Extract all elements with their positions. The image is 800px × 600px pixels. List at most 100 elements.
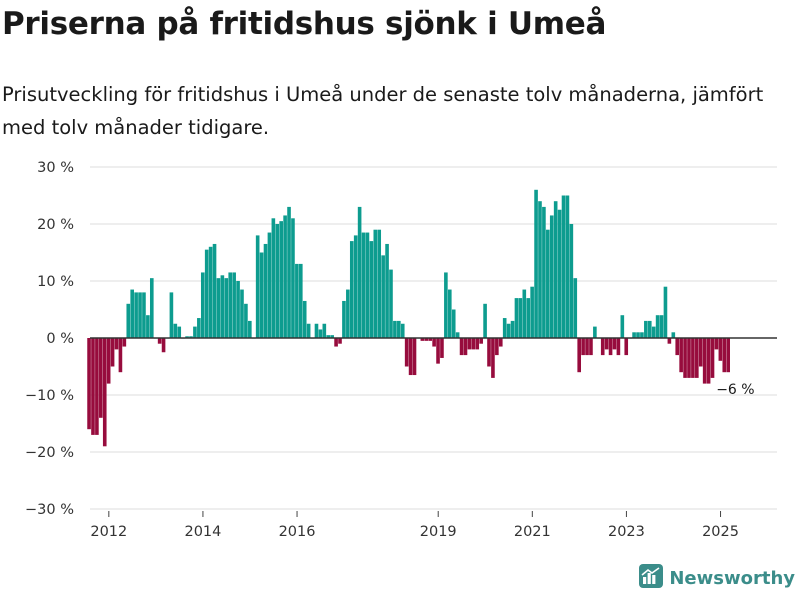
bar: [99, 338, 103, 418]
y-tick-label: −20 %: [25, 445, 74, 461]
bar: [471, 338, 476, 350]
x-tick-label: 2023: [608, 524, 645, 540]
bar: [624, 338, 629, 356]
bar: [259, 252, 264, 338]
bar: [459, 338, 464, 356]
bar: [114, 338, 119, 350]
bar: [236, 281, 240, 338]
x-tick-label: 2019: [420, 524, 457, 540]
bar: [346, 289, 350, 338]
x-tick-label: 2025: [702, 524, 739, 540]
bar: [357, 206, 362, 338]
bar: [710, 338, 715, 378]
bar: [683, 338, 687, 378]
bar: [455, 332, 460, 338]
bar: [353, 235, 358, 338]
y-tick-label: −10 %: [25, 388, 74, 404]
bar: [530, 286, 534, 338]
bar: [130, 289, 134, 338]
bar: [369, 241, 374, 338]
bar: [436, 338, 440, 364]
bar: [318, 329, 323, 338]
bar-series: [87, 189, 730, 447]
bar: [185, 336, 189, 338]
bar: [420, 338, 425, 341]
bar: [667, 338, 672, 344]
bar: [565, 195, 570, 338]
bar: [695, 338, 699, 378]
y-tick-label: 10 %: [37, 274, 74, 290]
bar: [385, 243, 389, 338]
x-tick-label: 2021: [514, 524, 551, 540]
bar: [373, 229, 378, 338]
bar: [138, 292, 142, 338]
bar: [534, 189, 538, 338]
bar: [408, 338, 413, 376]
bar: [228, 272, 233, 338]
bar: [208, 246, 213, 338]
bar: [283, 215, 287, 338]
bar: [263, 243, 268, 338]
y-tick-label: 0 %: [46, 331, 74, 347]
bar: [193, 326, 197, 338]
bar: [102, 338, 107, 447]
x-tick-label: 2016: [279, 524, 316, 540]
bar: [146, 315, 150, 338]
bar: [271, 218, 276, 338]
bar: [212, 243, 217, 338]
bar: [200, 272, 205, 338]
bar: [255, 235, 260, 338]
bar: [381, 255, 385, 338]
bar: [502, 318, 507, 338]
bar: [522, 289, 527, 338]
bar: [538, 201, 542, 338]
bar: [451, 309, 456, 338]
bar: [510, 320, 515, 338]
brand-name: Newsworthy: [669, 567, 795, 589]
bar: [216, 278, 221, 338]
bar: [279, 221, 283, 338]
bar: [275, 224, 280, 338]
bar: [553, 201, 558, 338]
bar: [118, 338, 123, 373]
y-tick-label: 30 %: [37, 160, 74, 176]
bar: [577, 338, 581, 373]
bar: [326, 335, 331, 338]
bar: [91, 338, 95, 435]
bar: [620, 315, 625, 338]
bar: [240, 289, 244, 338]
bar: [377, 229, 382, 338]
bar: [244, 303, 248, 338]
bar: [675, 338, 680, 356]
bar: [444, 272, 448, 338]
bar: [706, 338, 711, 384]
bar: [440, 338, 444, 358]
bar: [463, 338, 468, 356]
axes: −30 % −20 % −10 % 0 % 10 % 20 % 30 % 2012 2014 20…: [25, 160, 777, 540]
bar: [542, 206, 546, 338]
bar: [600, 338, 605, 356]
bar: [526, 298, 531, 338]
bar: [161, 338, 166, 353]
bar: [640, 332, 644, 338]
bar: [495, 338, 499, 356]
bar: [302, 300, 307, 338]
bar: [267, 232, 272, 338]
bar: [338, 338, 342, 344]
bar: [87, 338, 91, 430]
bar: [224, 278, 229, 338]
newsworthy-logo-icon: [639, 564, 664, 592]
bar: [322, 323, 327, 338]
bar: [557, 209, 562, 338]
bar: [581, 338, 585, 356]
end-value-label: −6 %: [716, 382, 754, 398]
bar: [479, 338, 483, 344]
bar: [95, 338, 99, 435]
bar: [718, 338, 723, 361]
bar: [287, 206, 291, 338]
bar: [197, 318, 201, 338]
bar: [698, 338, 703, 367]
y-tick-label: −30 %: [25, 502, 74, 518]
x-tick-label: 2012: [90, 524, 127, 540]
bar: [687, 338, 691, 378]
